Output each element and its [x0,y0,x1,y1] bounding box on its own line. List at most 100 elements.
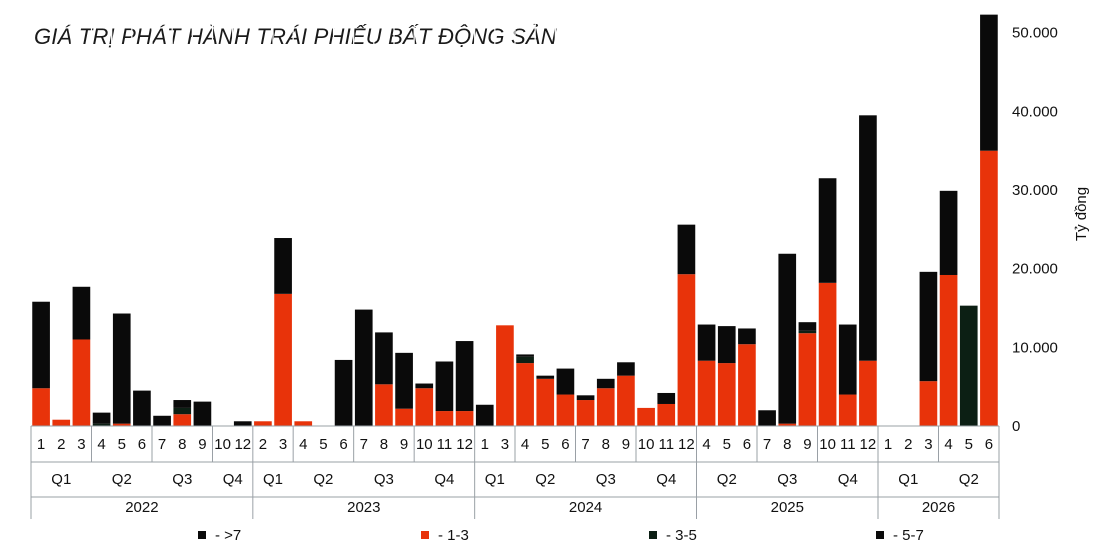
x-quarter-label: Q4 [434,471,454,488]
x-tick-label: 11 [437,436,453,453]
x-quarter-label: Q3 [374,471,394,488]
bar-segment-1_3 [536,378,555,426]
x-tick-label: 5 [541,436,549,453]
x-tick-label: 8 [602,436,610,453]
x-tick-label: 5 [965,436,973,453]
bar-segment-1_3 [112,423,131,426]
bar-segment-5_7 [112,313,131,424]
legend-label: - 3-5 [666,527,697,544]
bar-segment-1_3 [738,344,756,426]
x-tick-label: 10 [214,436,231,453]
bar-segment-5_7 [576,395,595,401]
bar-segment-5_7 [375,332,393,385]
bar-segment-1_3 [657,403,676,426]
legend-swatch [421,531,429,539]
x-tick-label: 6 [138,436,146,453]
bar-segment-1_3 [556,394,575,426]
x-quarter-label: Q1 [263,471,283,488]
bar-segment-5_7 [536,375,555,379]
x-tick-label: 12 [678,436,695,453]
y-axis: 0 10.000 20.000 30.000 40.000 50.000 Tỷ đồng [1012,25,1090,435]
x-tick-label: 4 [521,436,529,453]
bar-segment-1_3 [697,360,716,426]
bar-segment-5_7 [193,401,212,426]
bar-segment-1_3 [435,411,454,426]
bar-segment-1_3 [818,282,837,426]
x-tick-label: 9 [622,436,630,453]
x-tick-label: 1 [481,436,489,453]
bar-segment-1_3 [798,333,817,426]
x-tick-label: 12 [234,436,251,453]
bar-segment-1_3 [637,407,655,426]
bar-segment-5_7 [475,404,494,426]
bar-segment-1_3 [52,419,71,426]
x-tick-label: 11 [840,436,856,453]
bar-segment-5_7 [153,415,171,426]
bar-segment-1_3 [375,384,393,426]
x-quarter-label: Q1 [51,471,71,488]
legend: - >7 - 1-3 - 3-5 - 5-7 [198,527,924,544]
y-tick-label: 20.000 [1012,261,1058,278]
bar-segment-1_3 [294,421,313,426]
x-tick-label: 4 [944,436,952,453]
bar-segment-5_7 [798,322,817,331]
bars-layer [32,14,998,426]
x-quarter-label: Q3 [777,471,797,488]
bar-segment-5_7 [677,224,696,275]
bar-segment-5_7 [435,361,454,412]
bar-segment-5_7 [173,400,192,408]
x-tick-label: 1 [37,436,45,453]
chart-title: GIÁ TRỊ PHÁT HÀNH TRÁI PHIẾU BẤT ĐỘNG SẢ… [34,24,557,49]
x-tick-label: 10 [638,436,655,453]
bar-segment-5_7 [738,328,756,345]
legend-swatch [876,531,884,539]
bar-segment-1_3 [859,360,877,426]
x-quarter-label: Q4 [223,471,243,488]
bar-segment-3_5 [798,330,817,334]
x-tick-label: 3 [279,436,287,453]
bar-segment-1_3 [173,414,192,426]
bar-segment-5_7 [455,341,474,412]
x-year-label: 2026 [922,499,955,516]
bar-segment-5_7 [838,324,857,395]
x-tick-label: 4 [702,436,710,453]
bar-segment-1_3 [617,375,635,426]
bar-segment-5_7 [516,354,534,357]
bar-segment-5_7 [92,412,111,424]
x-quarter-label: Q2 [535,471,555,488]
bar-segment-1_3 [516,363,534,426]
bar-segment-5_7 [980,14,998,151]
bar-segment-5_7 [354,309,373,426]
legend-label: - 1-3 [438,527,469,544]
x-tick-label: 8 [380,436,388,453]
x-tick-label: 7 [581,436,589,453]
legend-swatch [649,531,657,539]
x-tick-label: 9 [198,436,206,453]
x-tick-label: 9 [803,436,811,453]
x-quarter-label: Q4 [656,471,676,488]
x-quarter-label: Q3 [172,471,192,488]
x-tick-label: 7 [158,436,166,453]
y-axis-label: Tỷ đồng [1073,187,1090,241]
x-year-label: 2025 [771,499,804,516]
bar-segment-5_7 [939,190,958,275]
x-quarter-label: Q3 [596,471,616,488]
bar-segment-1_3 [32,388,50,426]
x-year-label: 2022 [125,499,158,516]
bar-segment-1_3 [455,411,474,426]
bar-segment-5_7 [697,324,716,361]
legend-swatch [198,531,206,539]
y-tick-label: 30.000 [1012,182,1058,199]
x-tick-label: 4 [97,436,105,453]
bar-segment-1_3 [274,293,292,426]
bar-segment-3_5 [173,407,192,415]
x-tick-label: 2 [259,436,267,453]
x-tick-label: 6 [743,436,751,453]
x-quarter-label: Q4 [838,471,858,488]
x-tick-label: 3 [501,436,509,453]
bar-segment-5_7 [415,383,434,389]
bar-segment-3_5 [959,305,978,426]
x-axis: 1 2 3 4 5 6 7 8 9 10 12 2 3 4 5 6 7 8 9 10 11 12 1 3 4 5 6 7 8 9 10 11 1… [30,425,1000,519]
bar-segment-5_7 [758,410,776,426]
x-quarter-label: Q2 [717,471,737,488]
